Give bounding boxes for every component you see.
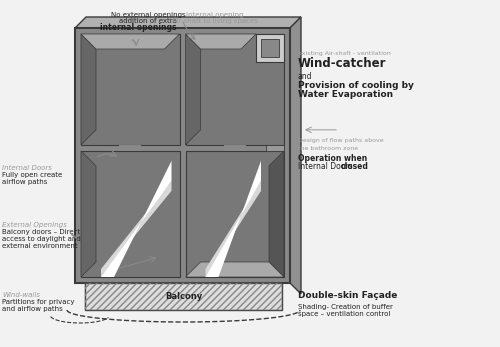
Text: Wind-walls: Wind-walls xyxy=(2,292,40,298)
Polygon shape xyxy=(186,34,200,145)
Text: Air-shaft to living spaces: Air-shaft to living spaces xyxy=(172,18,258,24)
Text: the bathroom zone: the bathroom zone xyxy=(298,145,358,151)
Bar xyxy=(256,34,284,62)
Text: Water Evaporation: Water Evaporation xyxy=(298,90,393,99)
Bar xyxy=(85,283,282,310)
Polygon shape xyxy=(75,17,301,28)
Bar xyxy=(120,145,142,151)
Text: gains + Solar: gains + Solar xyxy=(102,210,153,218)
Text: Operation when: Operation when xyxy=(298,153,367,162)
Text: External Openings: External Openings xyxy=(2,222,67,228)
Text: and: and xyxy=(298,71,312,81)
Text: Fully open create: Fully open create xyxy=(2,172,62,178)
Polygon shape xyxy=(186,34,256,49)
Text: No external openings: No external openings xyxy=(110,12,186,18)
Polygon shape xyxy=(81,34,180,49)
Text: internal openings: internal openings xyxy=(100,23,176,32)
Text: gains + Solar: gains + Solar xyxy=(206,210,257,218)
Text: Partitions for privacy: Partitions for privacy xyxy=(2,299,74,305)
Polygon shape xyxy=(81,34,96,145)
Text: Balcony: Balcony xyxy=(165,292,202,301)
Bar xyxy=(186,151,284,277)
Polygon shape xyxy=(101,161,172,277)
Text: Internal: Internal xyxy=(210,81,240,90)
Bar xyxy=(85,283,282,310)
Bar xyxy=(186,34,284,145)
Text: Internal Doors: Internal Doors xyxy=(298,161,355,170)
Text: existing Air-shaft - ventilation: existing Air-shaft - ventilation xyxy=(298,51,391,56)
Polygon shape xyxy=(269,151,284,277)
Text: Internal heat: Internal heat xyxy=(207,201,256,210)
Text: Internal Doors: Internal Doors xyxy=(2,165,52,171)
Text: gains: gains xyxy=(222,218,242,227)
Text: Shading- Creation of buffer: Shading- Creation of buffer xyxy=(298,304,393,310)
Text: Double-skin Façade: Double-skin Façade xyxy=(298,291,398,301)
Text: gains: gains xyxy=(117,218,138,227)
Bar xyxy=(261,39,279,57)
Text: and airflow paths: and airflow paths xyxy=(2,306,63,312)
Bar xyxy=(81,34,180,145)
Text: external environment: external environment xyxy=(2,243,78,249)
Text: Internal opening: Internal opening xyxy=(186,12,244,18)
Text: Internal heat: Internal heat xyxy=(102,201,152,210)
Polygon shape xyxy=(101,181,172,277)
Text: heat gains: heat gains xyxy=(107,88,148,97)
Bar xyxy=(224,145,246,151)
Text: Balcony doors – Direct: Balcony doors – Direct xyxy=(2,229,80,235)
Text: Wind-catcher: Wind-catcher xyxy=(298,57,386,69)
Polygon shape xyxy=(206,161,261,277)
Bar xyxy=(81,34,284,277)
Text: airflow paths: airflow paths xyxy=(2,179,48,185)
Text: addition of extra: addition of extra xyxy=(119,18,177,24)
Text: space – ventilation control: space – ventilation control xyxy=(298,311,390,317)
Polygon shape xyxy=(186,262,284,277)
Text: heat gains: heat gains xyxy=(204,88,245,97)
Bar xyxy=(75,28,290,283)
Polygon shape xyxy=(206,181,261,277)
Text: closed: closed xyxy=(341,161,369,170)
Bar xyxy=(81,151,180,277)
Bar xyxy=(266,145,284,151)
Text: Design of flow paths above: Design of flow paths above xyxy=(298,137,384,143)
Text: Internal: Internal xyxy=(112,81,142,90)
Text: access to daylight and: access to daylight and xyxy=(2,236,81,242)
Polygon shape xyxy=(290,17,301,294)
Polygon shape xyxy=(81,151,96,277)
Text: Provision of cooling by: Provision of cooling by xyxy=(298,81,414,90)
